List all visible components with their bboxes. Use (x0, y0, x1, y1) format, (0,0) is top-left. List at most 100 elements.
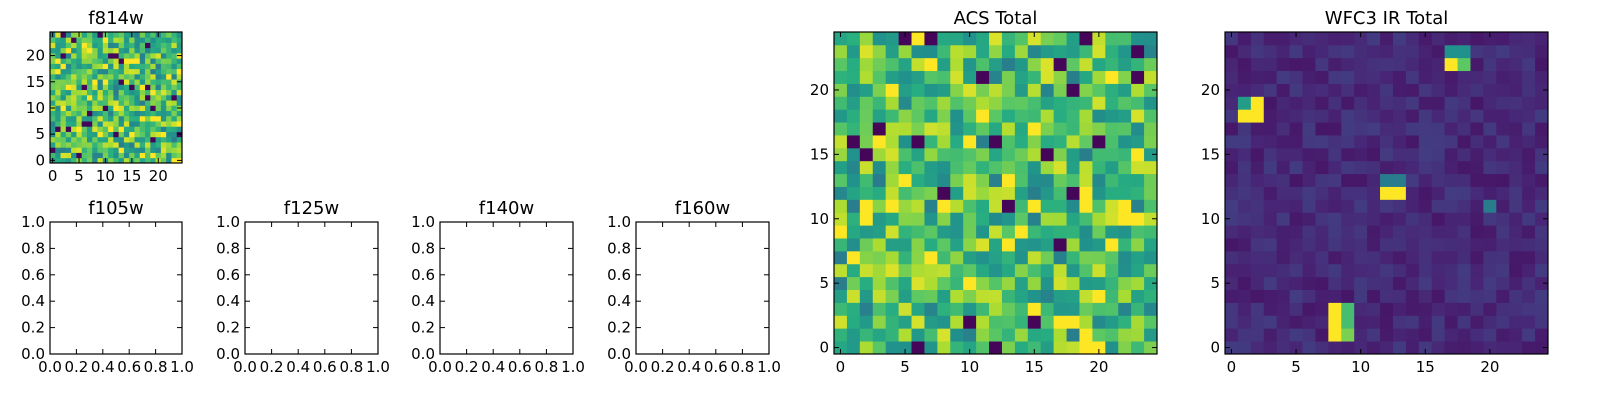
panel-7-cell (1535, 32, 1549, 46)
panel-6-cell (937, 109, 951, 123)
panel-6-cell (989, 263, 1003, 278)
panel-7-cell (1263, 341, 1278, 355)
panel-1-cell (60, 52, 67, 59)
panel-6-cell (834, 212, 848, 226)
panel-1-cell (65, 100, 72, 106)
panel-1-cell (86, 147, 93, 153)
panel-6-cell (846, 70, 861, 84)
panel-6-cell (963, 263, 977, 278)
panel-7-cell (1522, 315, 1536, 329)
panel-6-cell (859, 328, 874, 342)
panel-1-cell (108, 115, 114, 122)
panel-6-cell (1014, 328, 1029, 342)
panel-7-cell (1405, 276, 1420, 290)
panel-1-cell (150, 84, 156, 91)
panel-6-cell (846, 122, 861, 136)
panel-7-cell (1392, 302, 1407, 316)
panel-1-cell (76, 47, 83, 54)
panel-6-cell (963, 83, 977, 97)
panel-7-cell (1470, 122, 1484, 136)
panel-2-frame (49, 221, 183, 355)
panel-7-cell (1289, 160, 1303, 175)
panel-7-cell (1483, 225, 1497, 239)
panel-7-cell (1354, 225, 1368, 239)
panel-7-cell (1263, 173, 1278, 187)
panel-7-cell (1328, 70, 1342, 84)
panel-1-cell (108, 147, 114, 153)
panel-7-cell (1250, 225, 1265, 239)
panel-1-cell (150, 121, 156, 127)
panel-7-cell (1418, 315, 1433, 329)
panel-1-cell (139, 126, 146, 132)
panel-7-cell (1431, 250, 1446, 265)
panel-6-cell (1105, 199, 1119, 213)
panel-6-cell (834, 328, 848, 342)
panel-7-cell (1483, 263, 1497, 278)
panel-7-cell (1509, 341, 1523, 355)
panel-7-cell (1418, 135, 1433, 149)
panel-1-cell (81, 110, 88, 117)
panel-7-cell (1250, 109, 1265, 123)
panel-5-background (636, 222, 769, 354)
panel-7-cell (1380, 122, 1394, 136)
panel-7-cell (1470, 32, 1484, 46)
panel-7-cell (1263, 186, 1278, 200)
panel-7-cell (1405, 315, 1420, 329)
panel-1-cell (145, 136, 151, 143)
panel-7-cell (1328, 250, 1342, 265)
panel-6-cell (1066, 250, 1080, 265)
panel-1-cell (171, 37, 178, 43)
panel-1-cell (97, 58, 104, 64)
panel-1-cell (97, 32, 104, 38)
panel-1-cell (166, 58, 172, 64)
panel-1-cell (118, 147, 125, 153)
panel-1-cell (134, 73, 141, 80)
panel-7-cell (1367, 250, 1381, 265)
panel-1-cell (97, 100, 104, 106)
panel-6-cell (1118, 302, 1132, 316)
panel-7-cell (1509, 32, 1523, 46)
panel-6-cell (834, 341, 848, 355)
panel-6-cell (924, 135, 938, 149)
panel-1-cell (176, 136, 183, 143)
panel-1-cell (176, 142, 183, 148)
panel-7-cell (1496, 173, 1510, 187)
panel-1-cell (160, 63, 167, 70)
panel-7-cell (1457, 225, 1471, 239)
panel-1-cell (65, 79, 72, 85)
panel-7-cell (1302, 328, 1316, 342)
panel-7-cell (1392, 135, 1407, 149)
panel-1-cell (166, 131, 172, 138)
panel-1-cell (139, 131, 146, 138)
panel-1-cell (86, 73, 93, 80)
panel-1-cell (113, 152, 120, 159)
panel-6-cell (924, 328, 938, 342)
panel-1-cell (97, 152, 104, 159)
panel-6-cell (1040, 276, 1055, 290)
panel-6-cell (872, 263, 887, 278)
panel-7-cell (1470, 250, 1484, 265)
panel-7-cell (1380, 147, 1394, 162)
panel-7-cell (1470, 289, 1484, 303)
panel-1-cell (65, 37, 72, 43)
panel-1-cell (160, 58, 167, 64)
panel-7-cell (1392, 173, 1407, 187)
panel-6-ytick-label: 15 (810, 145, 829, 163)
panel-7-cell (1457, 147, 1471, 162)
panel-6-cell (950, 250, 964, 265)
panel-6-cell (1105, 225, 1119, 239)
panel-7-cell (1392, 315, 1407, 329)
panel-6-cell (1053, 250, 1067, 265)
panel-6-cell (1053, 315, 1067, 329)
panel-6-cell (846, 250, 861, 265)
panel-1-cell (102, 100, 109, 106)
panel-6-cell (1040, 212, 1055, 226)
panel-7-cell (1289, 199, 1303, 213)
panel-6-cell (1066, 341, 1080, 355)
panel-6-cell (937, 225, 951, 239)
panel-1-cell (86, 79, 93, 85)
panel-1-cell (129, 147, 135, 153)
panel-7-cell (1418, 225, 1433, 239)
panel-1-cell (97, 147, 104, 153)
panel-7-cell (1418, 109, 1433, 123)
